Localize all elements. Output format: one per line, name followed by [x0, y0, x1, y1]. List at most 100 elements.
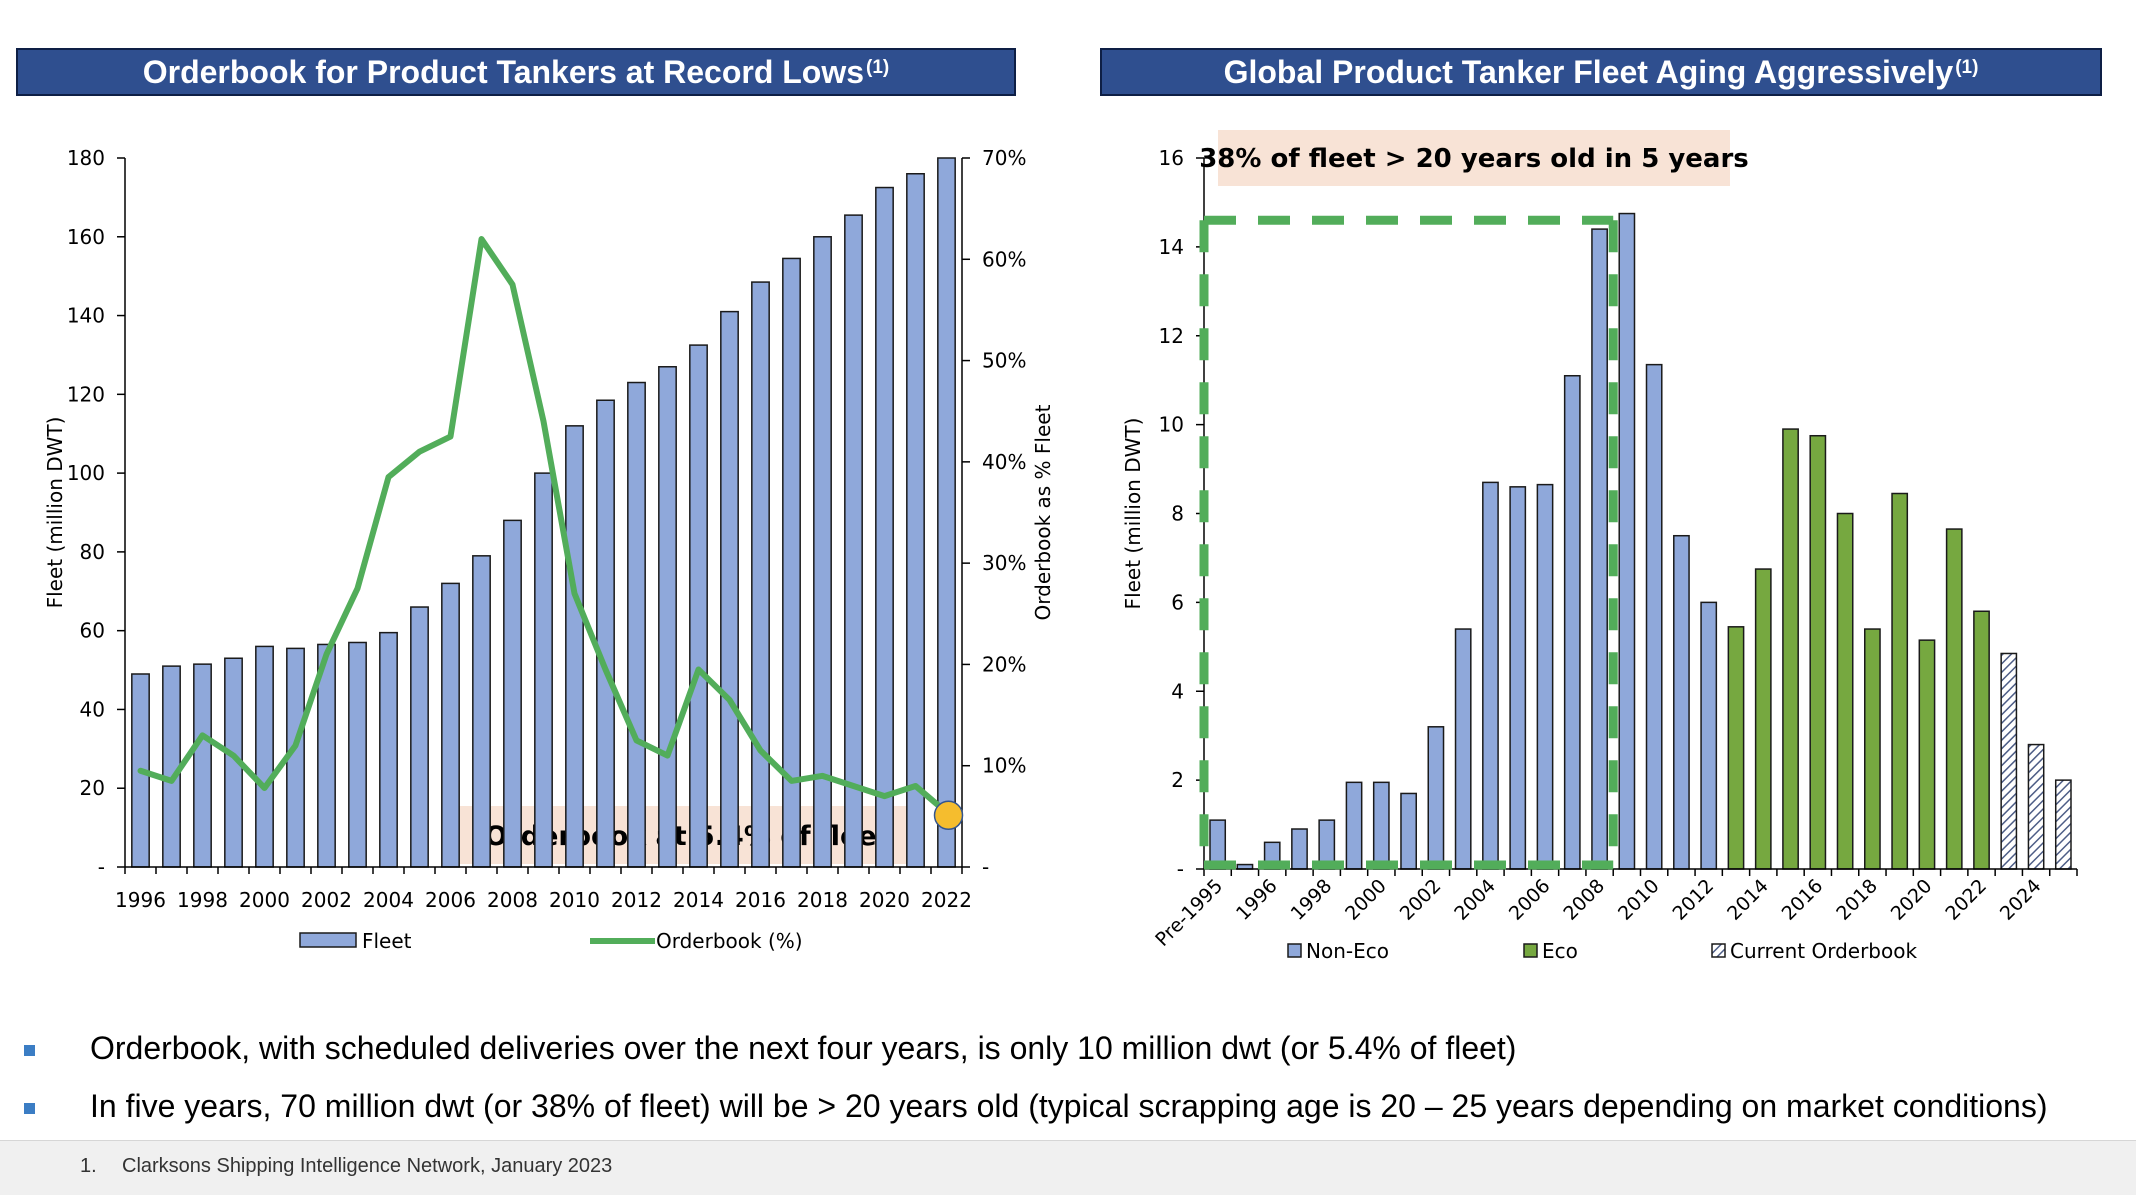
- fleet-bar: [193, 663, 212, 868]
- left-chart-title-text: Orderbook for Product Tankers at Record …: [142, 53, 865, 90]
- fleet-bar: [379, 631, 398, 868]
- y-tick-label: -: [1177, 857, 1184, 881]
- left-y-axis-title: Fleet (million DWT): [43, 417, 67, 609]
- fleet-bar: [596, 399, 615, 868]
- x-tick-label: 2008: [487, 888, 538, 912]
- y-axis-title: Fleet (million DWT): [1121, 418, 1145, 610]
- legend-fleet-swatch: [299, 932, 357, 948]
- legend-fleet-label: Fleet: [362, 929, 412, 953]
- non-eco-bar: [1618, 212, 1636, 870]
- y-tick-label: 2: [1171, 768, 1184, 792]
- non-eco-bar: [1509, 486, 1527, 870]
- eco-bar: [1754, 568, 1772, 870]
- footnote-text: Clarksons Shipping Intelligence Network,…: [122, 1155, 613, 1177]
- x-tick-label: 2018: [1832, 875, 1882, 925]
- fleet-bar: [937, 157, 956, 868]
- legend-eco-swatch: [1523, 943, 1538, 958]
- x-tick-label: 2002: [301, 888, 352, 912]
- non-eco-bar: [1345, 781, 1363, 870]
- x-tick-label: 2000: [1341, 875, 1391, 925]
- right-chart-title: Global Product Tanker Fleet Aging Aggres…: [1100, 48, 2102, 96]
- legend-non-eco-swatch: [1287, 943, 1302, 958]
- x-tick-label: 2004: [363, 888, 414, 912]
- bullet-text-2: In five years, 70 million dwt (or 38% of…: [90, 1088, 2048, 1124]
- non-eco-bar: [1291, 828, 1308, 870]
- fleet-bar: [534, 472, 553, 868]
- x-tick-label: 1996: [115, 888, 166, 912]
- x-tick-label: 2000: [239, 888, 290, 912]
- fleet-bar: [472, 555, 491, 868]
- legend-eco-label: Eco: [1542, 939, 1578, 963]
- y-tick-label: -: [98, 855, 105, 879]
- non-eco-bar: [1427, 726, 1445, 870]
- y-tick-label: 100: [67, 461, 105, 485]
- fleet-bar: [751, 281, 770, 868]
- y-right-tick-label: 10%: [982, 754, 1026, 778]
- fleet-bar: [410, 606, 429, 868]
- y-tick-label: 12: [1159, 324, 1184, 348]
- y-tick-label: 80: [80, 540, 105, 564]
- orderbook-line: [137, 236, 950, 816]
- eco-bar: [1945, 528, 1963, 870]
- fleet-bar: [627, 381, 646, 868]
- eco-bar: [1809, 434, 1827, 870]
- y-tick-label: 4: [1171, 679, 1184, 703]
- fleet-bar: [565, 425, 584, 868]
- x-tick-label: 2012: [611, 888, 662, 912]
- eco-bar: [1973, 610, 1990, 870]
- x-tick-label: 2010: [549, 888, 600, 912]
- fleet-bar: [906, 173, 925, 868]
- x-tick-label: 2018: [797, 888, 848, 912]
- y-tick-label: 16: [1159, 146, 1184, 170]
- aging-callout-text: 38% of fleet > 20 years old in 5 years: [1199, 144, 1749, 174]
- non-eco-bar: [1591, 228, 1608, 870]
- x-tick-label: 2014: [1723, 875, 1773, 925]
- legend-orderbook-swatch: [1711, 943, 1726, 958]
- x-tick-label: 1998: [1287, 875, 1337, 925]
- fleet-bar: [255, 645, 274, 868]
- left-chart-title: Orderbook for Product Tankers at Record …: [16, 48, 1016, 96]
- eco-bar: [1727, 626, 1745, 870]
- current-orderbook-marker: [933, 800, 964, 831]
- bullet-square-icon: [24, 1045, 35, 1056]
- non-eco-bar: [1372, 781, 1390, 870]
- y-tick-label: 60: [80, 619, 105, 643]
- orderbook-chart: Orderbook at 5.4% of fleet-2040608010012…: [43, 146, 1055, 953]
- x-tick-label: 2012: [1668, 875, 1718, 925]
- y-right-tick-label: 20%: [982, 652, 1026, 676]
- right-chart-title-footnote: (1): [1955, 57, 1979, 78]
- y-tick-label: 6: [1171, 590, 1184, 614]
- y-tick-label: 14: [1159, 235, 1184, 259]
- non-eco-bar: [1400, 792, 1417, 870]
- y-tick-label: 160: [67, 225, 105, 249]
- aging-callout-box: [1218, 130, 1730, 186]
- y-right-tick-label: 30%: [982, 551, 1026, 575]
- charts-canvas: Orderbook at 5.4% of fleet-2040608010012…: [43, 130, 2078, 963]
- x-tick-label: 2022: [1941, 875, 1991, 925]
- x-tick-label: 2004: [1450, 875, 1500, 925]
- non-eco-bar: [1454, 628, 1472, 870]
- fleet-bar: [503, 519, 522, 868]
- y-tick-label: 140: [67, 304, 105, 328]
- eco-bar: [1864, 628, 1881, 870]
- fleet-bar: [689, 344, 708, 868]
- orderbook-bar: [2000, 652, 2018, 870]
- right-y-axis-title: Orderbook as % Fleet: [1031, 404, 1055, 620]
- fleet-bar: [875, 186, 894, 868]
- x-tick-label: 2016: [1778, 875, 1828, 925]
- x-tick-label: 1996: [1232, 875, 1282, 925]
- y-tick-label: 40: [80, 697, 105, 721]
- non-eco-bar: [1645, 363, 1663, 870]
- y-tick-label: 10: [1159, 413, 1184, 437]
- bullet-text-1: Orderbook, with scheduled deliveries ove…: [90, 1030, 1517, 1066]
- x-tick-label: 2008: [1559, 875, 1609, 925]
- x-tick-label: 2002: [1396, 875, 1446, 925]
- legend-orderbook-label: Current Orderbook: [1730, 939, 1917, 963]
- bullet-square-icon: [24, 1103, 35, 1114]
- x-tick-label: 2010: [1614, 875, 1664, 925]
- x-tick-label: 2024: [1996, 875, 2046, 925]
- y-right-tick-label: 40%: [982, 450, 1026, 474]
- y-right-tick-label: -: [982, 855, 989, 879]
- y-right-tick-label: 50%: [982, 349, 1026, 373]
